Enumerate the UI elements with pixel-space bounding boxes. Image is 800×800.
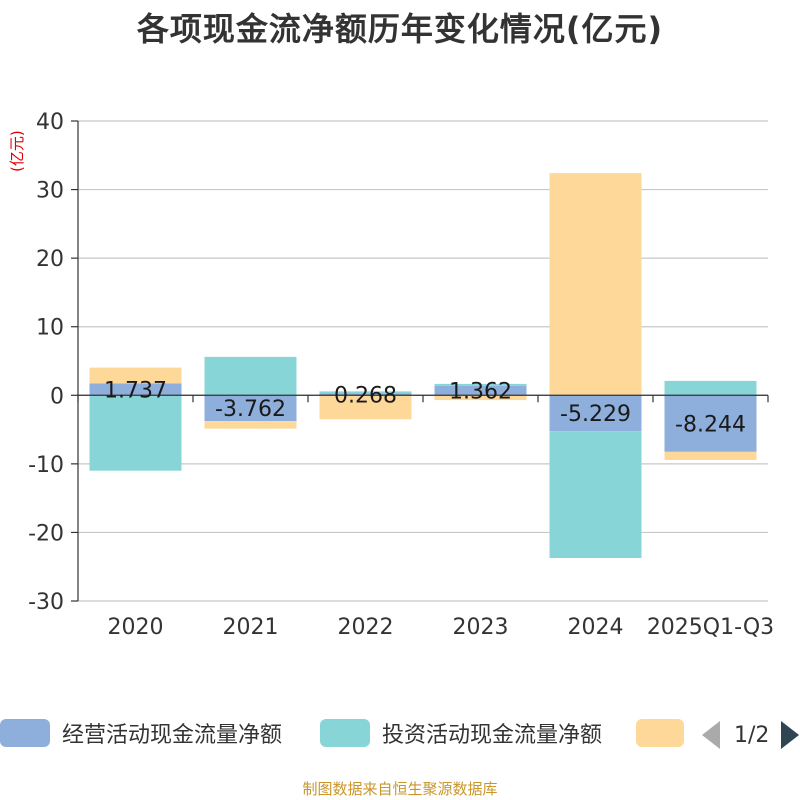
legend-item-operating[interactable]: 经营活动现金流量净额 [0, 718, 282, 748]
x-tick-label: 2021 [223, 615, 279, 640]
bar-operating-2022 [319, 393, 412, 396]
bar-operating-2023 [434, 385, 527, 396]
pager-prev-icon[interactable] [702, 721, 720, 749]
legend-item-financing[interactable] [636, 718, 684, 748]
bar-operating-2020 [89, 383, 182, 396]
bar-layer [89, 173, 757, 558]
bar-financing-2023 [434, 395, 527, 401]
bar-investing-2025Q1-Q3 [664, 380, 757, 396]
y-tick-label: -10 [28, 453, 64, 478]
y-tick-label: 10 [36, 316, 64, 341]
bar-financing-2020 [89, 367, 182, 384]
y-tick-label: -20 [28, 521, 64, 546]
pager-text: 1/2 [734, 722, 770, 748]
bar-investing-2021 [204, 356, 297, 396]
bar-financing-2025Q1-Q3 [664, 451, 757, 461]
legend-swatch-investing [320, 719, 370, 747]
bar-investing-2022 [319, 391, 412, 394]
x-tick-label: 2020 [108, 615, 164, 640]
source-note: 制图数据来自恒生聚源数据库 [302, 780, 498, 798]
axis-layer: -30 -20 -10 0 10 20 30 40 2020 2021 2022 2023 2024 20… [28, 110, 774, 640]
pager-next-icon[interactable] [781, 721, 800, 749]
x-tick-label: 2022 [338, 615, 394, 640]
data-label: -3.762 [215, 397, 286, 422]
legend-swatch-operating [0, 719, 50, 747]
data-label: 0.268 [334, 383, 397, 408]
data-label: 1.737 [104, 378, 167, 403]
grid-layer [78, 120, 768, 602]
bar-investing-2020 [89, 395, 182, 471]
y-tick-label: 40 [36, 110, 64, 135]
bar-financing-2022 [319, 395, 412, 420]
bar-financing-2024 [549, 173, 642, 396]
x-tick-label: 2024 [568, 615, 624, 640]
legend-item-investing[interactable]: 投资活动现金流量净额 [320, 718, 602, 748]
y-tick-label: 0 [50, 384, 64, 409]
legend-swatch-financing [636, 719, 684, 747]
legend: 经营活动现金流量净额 投资活动现金流量净额 [0, 712, 800, 756]
legend-pager: 1/2 [702, 718, 800, 752]
x-tick-label: 2025Q1-Q3 [647, 615, 774, 640]
bar-financing-2021 [204, 421, 297, 429]
data-label: 1.362 [449, 380, 512, 405]
x-tick-label: 2023 [453, 615, 509, 640]
legend-label-investing: 投资活动现金流量净额 [382, 723, 603, 748]
label-layer: 1.737 -3.762 0.268 1.362 -5.229 -8.244 [104, 378, 746, 437]
bar-investing-2024 [549, 431, 642, 558]
chart-plot: -30 -20 -10 0 10 20 30 40 2020 2021 2022 2023 2024 20… [28, 110, 774, 640]
bar-investing-2023 [434, 383, 527, 386]
legend-label-operating: 经营活动现金流量净额 [62, 723, 283, 748]
bar-operating-2021 [204, 395, 297, 422]
bar-operating-2024 [549, 395, 642, 432]
y-tick-label: 30 [36, 179, 64, 204]
y-tick-label: 20 [36, 247, 64, 272]
chart-title: 各项现金流净额历年变化情况(亿元) [136, 10, 664, 48]
data-label: -8.244 [675, 413, 746, 438]
bar-operating-2025Q1-Q3 [664, 395, 757, 452]
data-label: -5.229 [560, 402, 631, 427]
y-tick-label: -30 [28, 590, 64, 615]
